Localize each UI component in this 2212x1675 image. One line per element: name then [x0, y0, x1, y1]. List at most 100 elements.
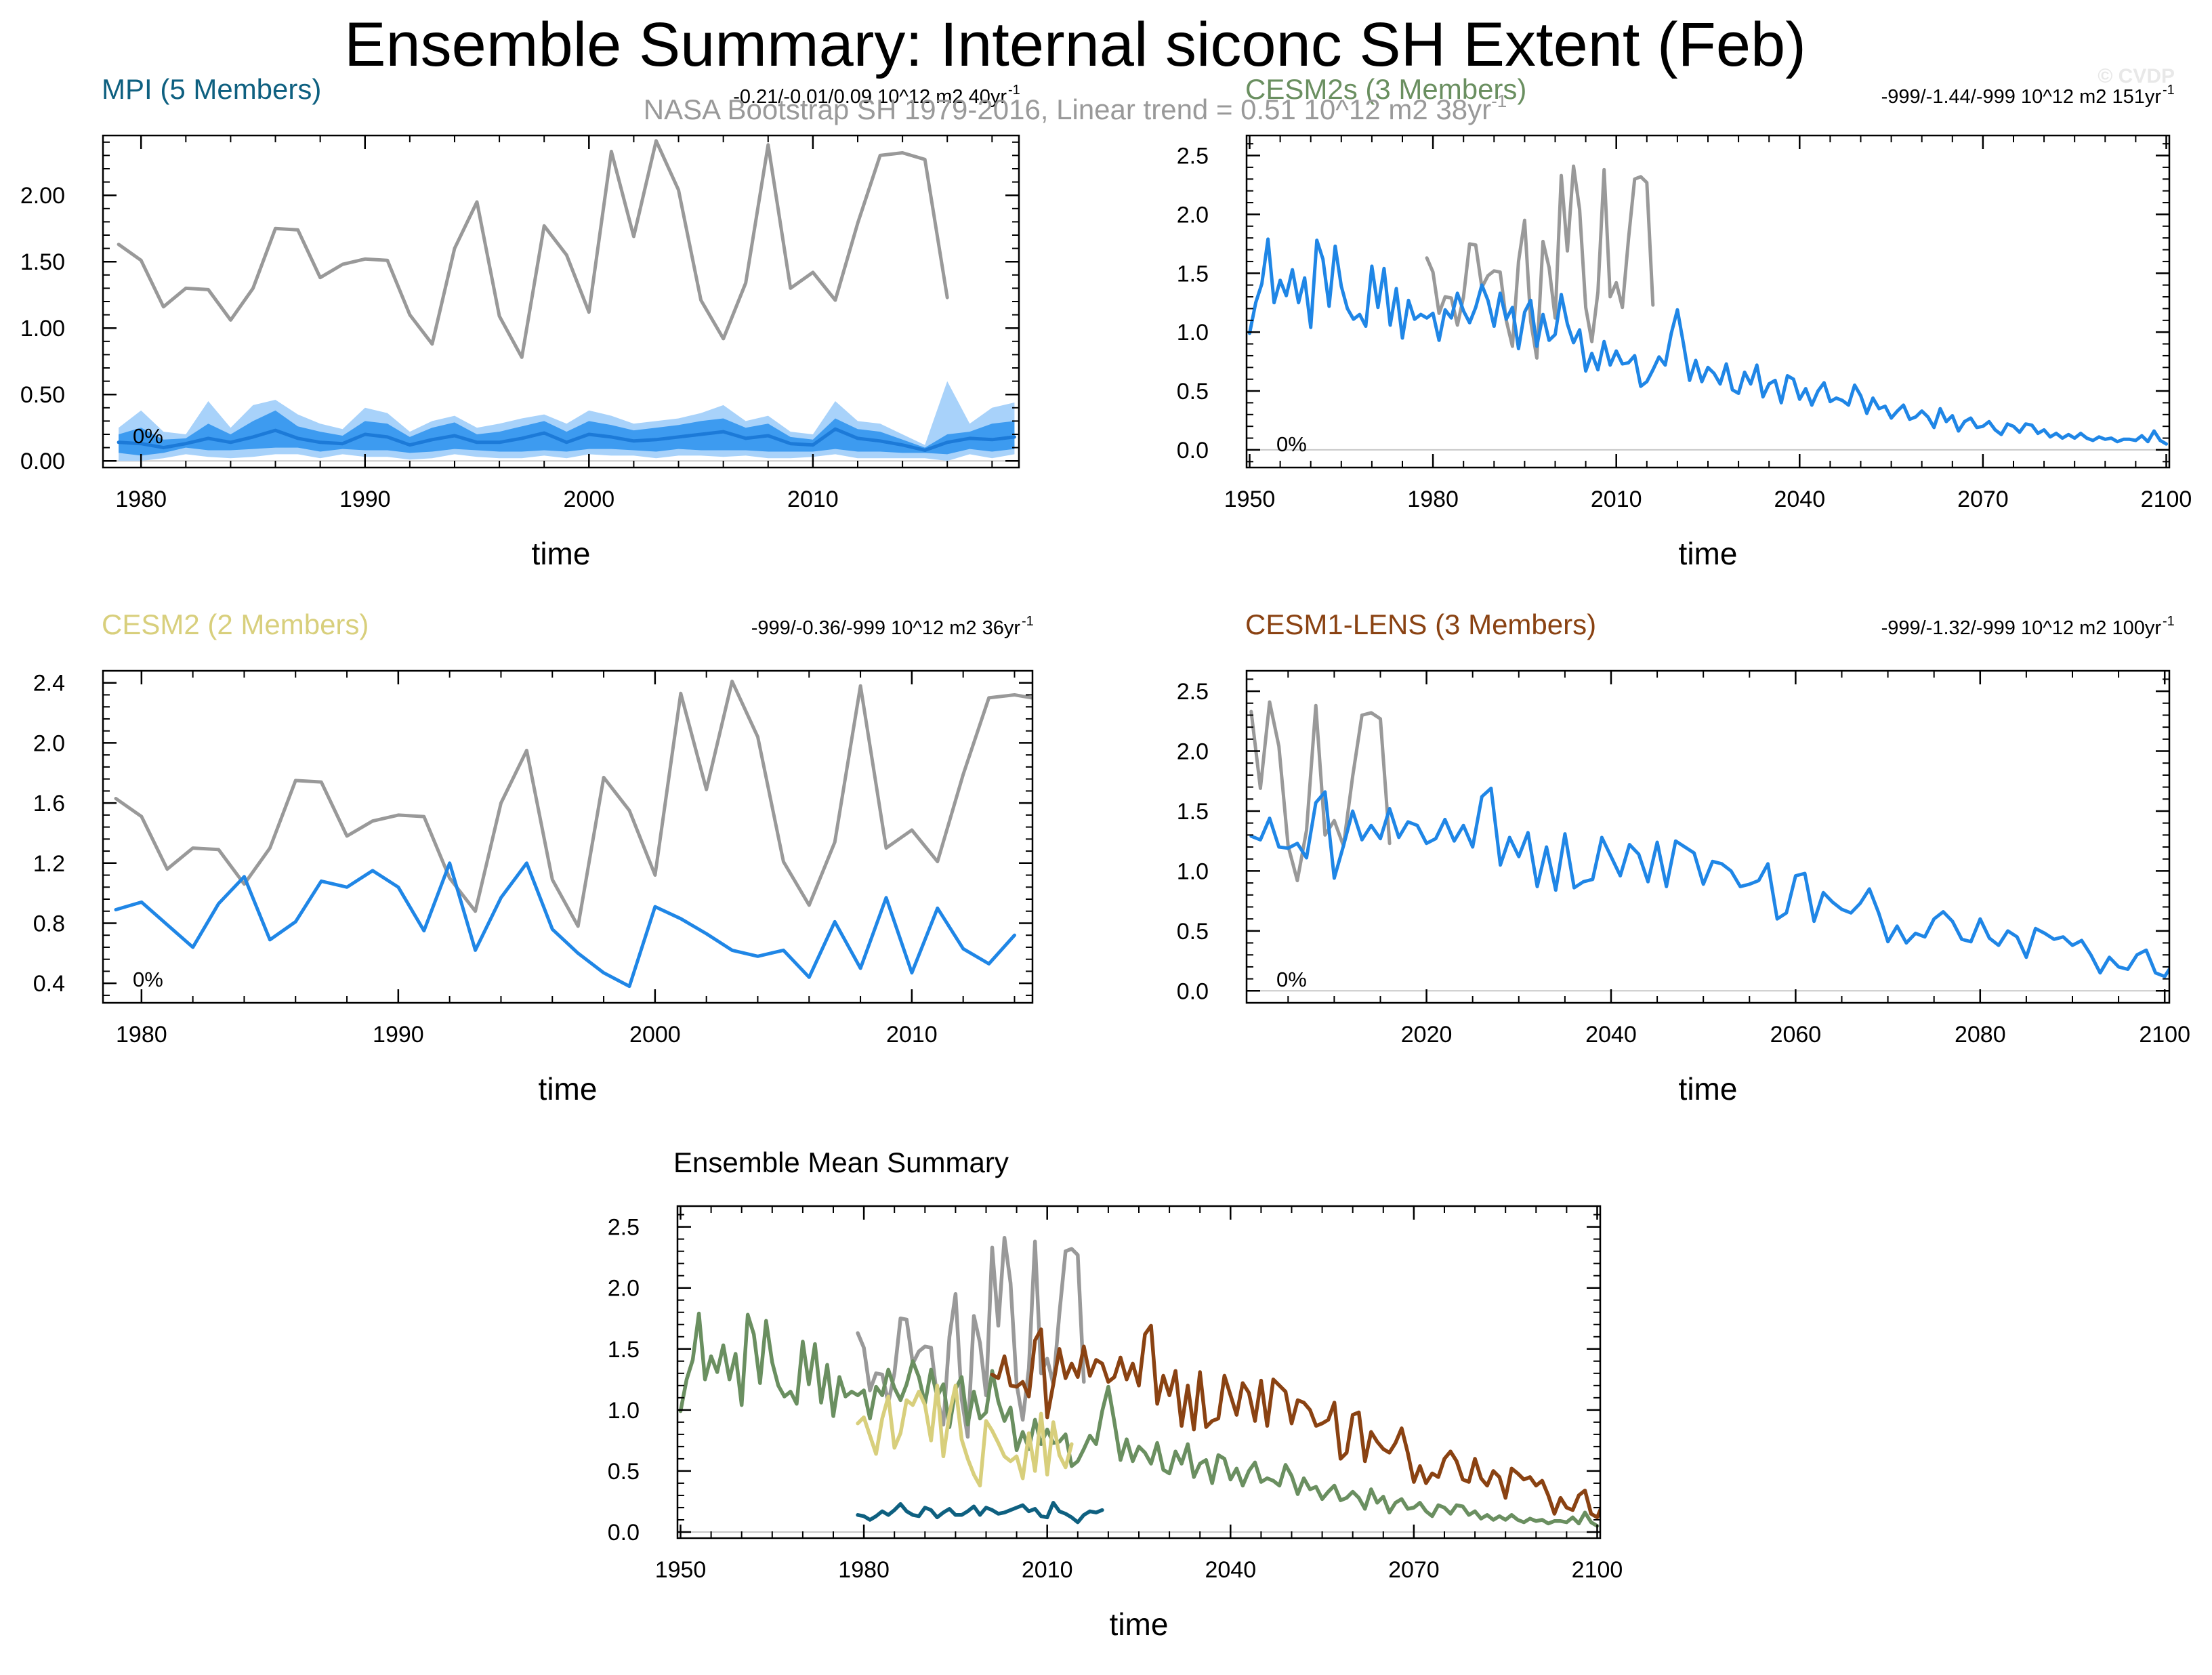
trend-label-superscript: -1 [1008, 83, 1020, 98]
y-tick-label: 0.0 [1177, 438, 1209, 463]
panel-ensemble-mean: Ensemble Mean Summary 1950 1980 2010 2040 207… [608, 1146, 1623, 1642]
trend-label: -0.21/-0.01/0.09 10^12 m2 40yr [733, 86, 1007, 108]
panel-title: CESM2 (2 Members) [102, 608, 369, 640]
y-tick-label: 2.00 [20, 183, 65, 209]
plot-area [114, 680, 1032, 989]
x-tick-label: 1980 [116, 1022, 167, 1048]
plot-area [103, 139, 1019, 462]
y-tick-label: 2.5 [1177, 679, 1209, 705]
x-tick-label: 2000 [564, 487, 615, 512]
x-tick-label: 2070 [1388, 1557, 1440, 1583]
y-tick-label: 2.0 [1177, 202, 1209, 228]
y-tick-label: 1.6 [33, 791, 65, 816]
x-axis-label: time [1679, 1071, 1738, 1107]
panel-title: CESM2s (3 Members) [1245, 73, 1526, 105]
y-tick-label: 1.00 [20, 316, 65, 342]
obs-line [114, 680, 1032, 928]
trend-label: -999/-1.32/-999 10^12 m2 100yr [1881, 617, 2162, 639]
trend-label: -999/-0.36/-999 10^12 m2 36yr [751, 617, 1021, 639]
copyright-watermark: © CVDP [2098, 65, 2175, 87]
panel-cesm2: CESM2 (2 Members) -999/-0.36/-999 10^12 m… [33, 608, 1034, 1107]
plot-area [1247, 164, 2169, 451]
y-tick-label: 0.0 [1177, 978, 1209, 1004]
y-tick-label: 1.0 [608, 1398, 640, 1424]
panel-title: CESM1-LENS (3 Members) [1245, 608, 1596, 640]
plot-area [677, 1236, 1600, 1533]
y-tick-label: 1.0 [1177, 320, 1209, 346]
x-tick-label: 1950 [1224, 487, 1276, 512]
series-cesm1-lens-line [990, 1323, 1600, 1520]
y-tick-label: 0.5 [1177, 379, 1209, 405]
x-tick-label: 2010 [787, 487, 839, 512]
plot-frame [102, 669, 1034, 1004]
x-tick-label: 2080 [1955, 1022, 2006, 1048]
x-tick-label: 2060 [1770, 1022, 1822, 1048]
y-tick-label: 1.0 [1177, 859, 1209, 884]
x-tick-label: 1980 [838, 1557, 890, 1583]
trend-label-superscript: -1 [2163, 614, 2175, 629]
series-nasa-bootstrap-sh-line [856, 1236, 1086, 1439]
x-tick-label: 2040 [1585, 1022, 1637, 1048]
x-tick-label: 2010 [1591, 487, 1642, 512]
percent-label: 0% [133, 424, 163, 448]
x-tick-label: 2000 [629, 1022, 681, 1048]
y-tick-label: 0.5 [1177, 919, 1209, 945]
y-tick-label: 0.50 [20, 382, 65, 408]
member-line [1249, 786, 2169, 978]
x-tick-label: 2100 [1572, 1557, 1623, 1583]
y-tick-label: 1.5 [1177, 261, 1209, 287]
y-tick-label: 2.5 [608, 1215, 640, 1241]
plot-area [1247, 700, 2169, 992]
x-axis-label: time [1110, 1607, 1169, 1642]
y-tick-label: 1.5 [1177, 799, 1209, 825]
y-tick-label: 2.5 [1177, 144, 1209, 169]
obs-line [1425, 164, 1655, 360]
plot-frame [1245, 669, 2171, 1004]
series-cesm2-line [856, 1384, 1074, 1488]
percent-label: 0% [1276, 968, 1307, 991]
x-axis-label: time [539, 1071, 598, 1107]
x-axis-label: time [532, 536, 591, 571]
x-tick-label: 1990 [373, 1022, 424, 1048]
series-cesm2s-line [678, 1311, 1600, 1528]
obs-line [1249, 700, 1392, 883]
y-tick-label: 0.4 [33, 971, 65, 997]
y-tick-label: 0.8 [33, 911, 65, 936]
y-tick-label: 0.0 [608, 1520, 640, 1546]
x-tick-label: 2100 [2139, 1022, 2190, 1048]
y-tick-label: 2.4 [33, 671, 65, 697]
panel-title: Ensemble Mean Summary [673, 1146, 1009, 1178]
percent-label: 0% [133, 968, 163, 991]
y-tick-label: 1.50 [20, 249, 65, 275]
y-tick-label: 0.00 [20, 449, 65, 474]
series-mpi-line [856, 1501, 1104, 1525]
x-tick-label: 1990 [339, 487, 391, 512]
panel-title: MPI (5 Members) [102, 73, 321, 105]
member-line [114, 861, 1016, 989]
trend-label: -999/-1.44/-999 10^12 m2 151yr [1881, 86, 2162, 108]
panel-lens: CESM1-LENS (3 Members) -999/-1.32/-999 10… [1177, 608, 2190, 1107]
y-tick-label: 1.5 [608, 1337, 640, 1363]
y-tick-label: 2.0 [608, 1276, 640, 1302]
obs-line [117, 139, 949, 359]
x-tick-label: 2010 [1022, 1557, 1073, 1583]
y-tick-label: 1.2 [33, 851, 65, 877]
x-tick-label: 2010 [886, 1022, 938, 1048]
panel-mpi: MPI (5 Members) -0.21/-0.01/0.09 10^12 m2… [20, 73, 1020, 571]
figure-title: Ensemble Summary: Internal siconc SH Ext… [344, 10, 1806, 79]
x-tick-label: 2020 [1401, 1022, 1453, 1048]
x-tick-label: 2100 [2141, 487, 2192, 512]
trend-label-superscript: -1 [1022, 614, 1034, 629]
x-axis-label: time [1679, 536, 1738, 571]
x-tick-label: 2040 [1774, 487, 1825, 512]
x-tick-label: 1950 [655, 1557, 707, 1583]
obs-label: NASA Bootstrap SH 1979-2016, Linear tren… [644, 91, 1507, 125]
ensemble-mean-line [117, 427, 1016, 452]
x-tick-label: 2040 [1205, 1557, 1256, 1583]
panel-cesm2s: CESM2s (3 Members) -999/-1.44/-999 10^12 … [1177, 73, 2192, 571]
y-tick-label: 0.5 [608, 1459, 640, 1485]
y-tick-label: 2.0 [33, 730, 65, 756]
x-tick-label: 2070 [1957, 487, 2009, 512]
